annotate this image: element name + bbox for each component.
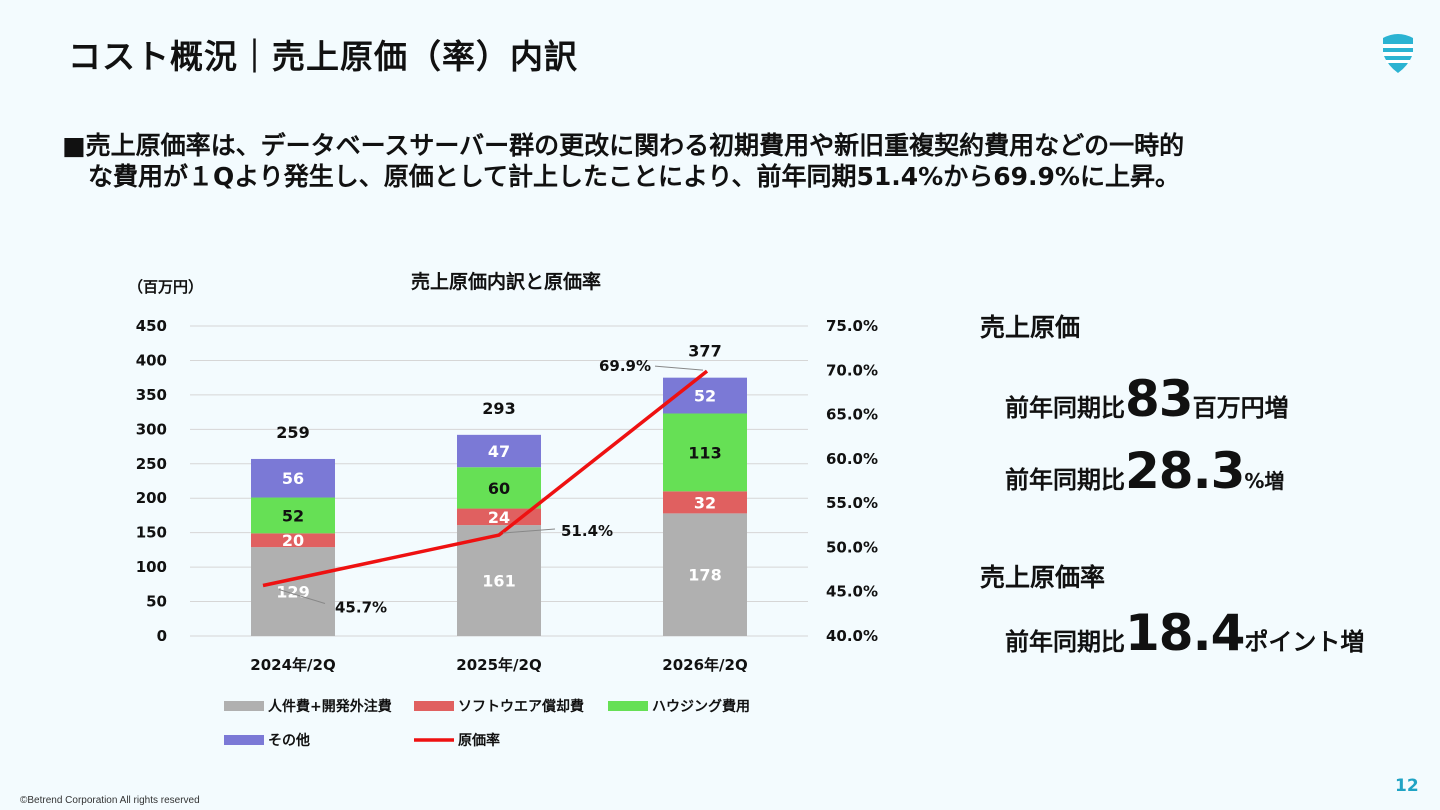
ratio-data-label: 69.9% [599, 357, 651, 375]
summary-line-1: ■売上原価率は、データベースサーバー群の更改に関わる初期費用や新旧重複契約費用な… [62, 131, 1185, 160]
cost-breakdown-chart: （百万円） 売上原価内訳と原価率 129 20 52 56 259 161 24 60 47 29… [128, 270, 878, 749]
bar-data-label: 178 [688, 566, 721, 585]
y-left-tick-label: 250 [136, 455, 167, 473]
x-tick-label: 2026年/2Q [662, 656, 747, 674]
y-right-tick-label: 75.0% [826, 317, 878, 335]
bar-data-label: 24 [488, 508, 510, 527]
ratio-data-label: 51.4% [561, 522, 613, 540]
kpi-cost-change-rate: 前年同期比28.3%増 [1005, 442, 1284, 500]
kpi-cost-heading: 売上原価 [980, 313, 1081, 342]
summary-bullet: ■売上原価率は、データベースサーバー群の更改に関わる初期費用や新旧重複契約費用な… [62, 130, 1382, 192]
bar-segment [663, 513, 747, 636]
kpi-row2-unit: %増 [1244, 469, 1285, 493]
y-left-tick-label: 450 [136, 317, 167, 335]
bar-segment [457, 467, 541, 509]
ratio-data-label: 45.7% [335, 599, 387, 617]
bar-data-label: 113 [688, 443, 721, 462]
bar-data-label: 47 [488, 442, 510, 461]
bar-segment [251, 458, 335, 498]
bar-data-label: 52 [282, 506, 304, 525]
kpi-cost-change-amount: 前年同期比83百万円増 [1005, 370, 1289, 428]
bar-total-label: 377 [688, 342, 721, 361]
y-left-tick-label: 300 [136, 420, 167, 438]
kpi-row1-unit: 百万円増 [1192, 394, 1289, 422]
kpi-ratio-heading: 売上原価率 [980, 563, 1106, 592]
y-left-tick-label: 0 [157, 627, 167, 645]
y-left-tick-label: 100 [136, 558, 167, 576]
legend-label: その他 [268, 732, 310, 749]
bar-segment [457, 525, 541, 636]
y-right-tick-label: 40.0% [826, 627, 878, 645]
bar-data-label: 129 [276, 583, 309, 602]
y-right-tick-label: 60.0% [826, 450, 878, 468]
bar-segment [251, 547, 335, 636]
kpi-row3-label: 前年同期比 [1005, 628, 1125, 656]
y-left-tick-label: 200 [136, 489, 167, 507]
legend-label: 人件費+開発外注費 [268, 698, 392, 715]
kpi-row3-unit: ポイント増 [1244, 628, 1365, 656]
kpi-row2-label: 前年同期比 [1005, 466, 1125, 494]
bar-data-label: 32 [694, 493, 716, 512]
y-right-tick-label: 55.0% [826, 494, 878, 512]
chart-ratio-line: 45.7% 51.4% 69.9% [262, 357, 709, 617]
legend-swatch [414, 701, 454, 711]
ratio-leader-line [278, 589, 326, 604]
bar-total-label: 259 [276, 423, 309, 442]
chart-axes: 0 50 100 150 200 250 300 350 400 450 40.0% 45.0% 50.… [136, 317, 878, 674]
kpi-row1-label: 前年同期比 [1005, 394, 1125, 422]
legend-swatch [608, 701, 648, 711]
y-right-tick-label: 45.0% [826, 583, 878, 601]
y-right-tick-label: 50.0% [826, 538, 878, 556]
y-right-tick-label: 70.0% [826, 361, 878, 379]
legend-swatch [224, 701, 264, 711]
copyright-text: ©Betrend Corporation All rights reserved [20, 795, 200, 806]
kpi-row1-value: 83 [1125, 370, 1194, 428]
bar-data-label: 56 [282, 469, 304, 488]
bar-segment [457, 434, 541, 468]
company-logo-icon [1383, 34, 1413, 73]
bar-segment [457, 508, 541, 526]
chart-title: 売上原価内訳と原価率 [411, 270, 601, 293]
page-number: 12 [1395, 776, 1419, 796]
bar-data-label: 20 [282, 531, 304, 550]
y-left-tick-label: 400 [136, 351, 167, 369]
bar-total-label: 293 [482, 399, 515, 418]
x-tick-label: 2025年/2Q [456, 656, 541, 674]
bar-data-label: 60 [488, 479, 510, 498]
x-tick-label: 2024年/2Q [250, 656, 335, 674]
chart-unit-label: （百万円） [128, 278, 203, 296]
legend-label: ソフトウエア償却費 [458, 698, 584, 715]
kpi-row3-value: 18.4 [1125, 604, 1245, 662]
ratio-leader-line [502, 528, 556, 534]
chart-bars: 129 20 52 56 259 161 24 60 47 293 178 32 113 52 377 [251, 342, 747, 636]
y-right-tick-label: 65.0% [826, 406, 878, 424]
bar-segment [251, 497, 335, 534]
y-left-tick-label: 350 [136, 386, 167, 404]
ratio-line [262, 369, 709, 588]
bar-segment [663, 491, 747, 514]
kpi-row2-value: 28.3 [1125, 442, 1245, 500]
y-left-tick-label: 150 [136, 524, 167, 542]
kpi-ratio-change: 前年同期比18.4ポイント増 [1005, 604, 1364, 662]
legend-swatch [224, 735, 264, 745]
ratio-leader-line [654, 365, 704, 371]
page-title: コスト概況｜売上原価（率）内訳 [68, 37, 578, 76]
bar-data-label: 52 [694, 387, 716, 406]
legend-label: ハウジング費用 [652, 698, 750, 715]
summary-line-2: な費用が１Qより発生し、原価として計上したことにより、前年同期51.4%から69… [88, 162, 1180, 191]
legend-label: 原価率 [458, 732, 500, 749]
bar-data-label: 161 [482, 572, 515, 591]
bar-segment [663, 413, 747, 492]
y-left-tick-label: 50 [146, 593, 167, 611]
bar-segment [251, 533, 335, 548]
